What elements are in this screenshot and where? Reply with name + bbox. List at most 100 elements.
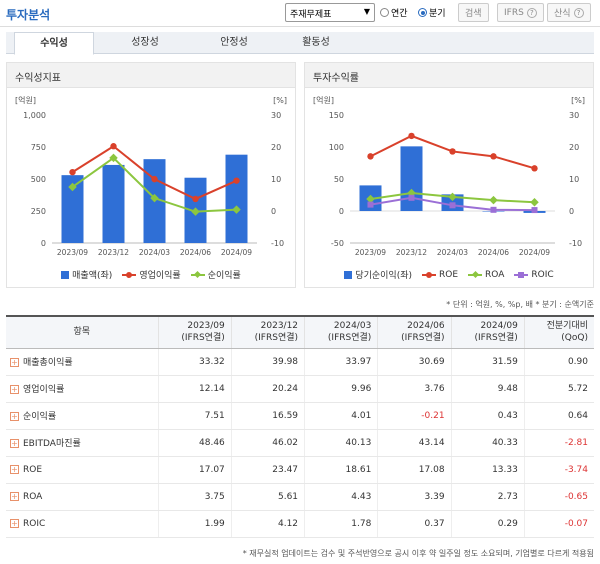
row-label-cell[interactable]: + 순이익률 (6, 402, 158, 430)
x-tick-label: 2024/03 (437, 248, 468, 257)
point (490, 153, 497, 160)
value-cell: 43.14 (377, 429, 452, 457)
table-row: + 영업이익률 12.14 20.24 9.96 3.76 9.48 5.72 (6, 375, 594, 403)
point (233, 177, 240, 184)
axis-unit-left: [억원] (313, 95, 334, 105)
expand-icon[interactable]: + (10, 518, 19, 528)
formula-button-label: 산식 (554, 9, 571, 19)
tab-activity[interactable]: 활동성 (302, 37, 330, 48)
expand-icon[interactable]: + (10, 412, 19, 421)
table-row: + EBITDA마진률 48.46 46.02 40.13 43.14 40.33 -2.81 (6, 429, 594, 457)
qoq-cell: 0.90 (523, 348, 594, 376)
ratio-table: 항목 2023/09 (IFRS연결) 2023/12 (IFRS연결) 2024/… (6, 315, 594, 538)
axis-unit-right: [%] (571, 96, 585, 105)
tab-profitability[interactable]: 수익성 (14, 32, 94, 55)
search-button[interactable]: 검색 (458, 3, 489, 22)
qoq-cell: -3.74 (523, 456, 594, 484)
expand-icon[interactable]: + (10, 464, 19, 474)
statement-select-value: 주재무제표 (290, 10, 332, 20)
point (367, 153, 374, 160)
table-header-row: 항목 2023/09 (IFRS연결) 2023/12 (IFRS연결) 2024/… (6, 315, 594, 349)
point (367, 201, 374, 208)
x-tick-label: 2024/06 (478, 248, 509, 257)
bar (400, 146, 423, 211)
legend-swatch (422, 271, 437, 278)
value-cell: 40.33 (450, 429, 525, 457)
chart-legend: 매출액(좌) 영업이익률 순이익률 (7, 268, 295, 281)
statement-select[interactable]: 주재무제표 ▼ (285, 3, 375, 22)
y-tick-right: -10 (569, 239, 582, 248)
radio-annual[interactable]: 연간 (380, 6, 408, 19)
formula-button[interactable]: 산식 ? (547, 3, 591, 22)
value-cell: 31.59 (450, 348, 525, 376)
x-tick-label: 2024/06 (180, 248, 211, 257)
legend-swatch (190, 270, 205, 279)
value-cell: 17.07 (157, 456, 232, 484)
value-cell: 2.73 (450, 483, 525, 511)
row-label-cell[interactable]: + ROIC (6, 510, 158, 538)
point (449, 202, 456, 209)
value-cell: 5.61 (230, 483, 305, 511)
footer-note: * 재무실적 업데이트는 검수 및 주석반영으로 공시 이후 약 일주일 정도 … (242, 549, 594, 558)
point (408, 194, 415, 201)
tab-stability[interactable]: 안정성 (220, 37, 248, 48)
legend-label: 당기순이익(좌) (355, 271, 413, 281)
value-cell: 30.69 (377, 348, 452, 376)
value-cell: 0.43 (450, 402, 525, 430)
search-button-label: 검색 (465, 9, 482, 19)
legend-swatch (468, 270, 483, 279)
expand-icon[interactable]: + (10, 385, 19, 394)
expand-icon[interactable]: + (10, 439, 19, 448)
y-tick-left: 50 (334, 175, 344, 184)
row-label-cell[interactable]: + 영업이익률 (6, 375, 158, 403)
value-cell: 23.47 (230, 456, 305, 484)
legend-swatch (61, 270, 70, 279)
value-cell: 17.08 (377, 456, 452, 484)
row-label-cell[interactable]: + ROE (6, 456, 158, 484)
panel-title: 수익성지표 (7, 63, 295, 88)
header-period: 2024/03 (IFRS연결) (304, 315, 378, 349)
value-cell: 1.99 (157, 510, 232, 538)
help-icon: ? (526, 7, 537, 18)
y-tick-right: 20 (271, 143, 281, 152)
ifrs-button[interactable]: IFRS ? (497, 3, 544, 22)
value-cell: 20.24 (230, 375, 305, 403)
row-label: EBITDA마진률 (23, 439, 81, 449)
tab-growth[interactable]: 성장성 (131, 37, 159, 48)
table-row: + ROA 3.75 5.61 4.43 3.39 2.73 -0.65 (6, 483, 594, 511)
point (531, 165, 538, 172)
row-label: 순이익률 (23, 412, 57, 422)
row-label: ROA (23, 491, 43, 502)
value-cell: 12.14 (157, 375, 232, 403)
y-tick-right: 10 (569, 175, 579, 184)
row-label-cell[interactable]: + 매출총이익률 (6, 348, 158, 376)
legend-item: 영업이익률 (122, 268, 181, 281)
expand-icon[interactable]: + (10, 358, 19, 367)
value-cell: 39.98 (230, 348, 305, 376)
legend-swatch (344, 270, 353, 279)
x-tick-label: 2023/12 (396, 248, 427, 257)
legend-swatch (514, 271, 529, 278)
qoq-cell: 5.72 (523, 375, 594, 403)
value-cell: 3.39 (377, 483, 452, 511)
radio-quarter[interactable]: 분기 (418, 6, 446, 19)
analysis-tabs: 수익성 성장성 안정성 활동성 (6, 32, 594, 55)
expand-icon[interactable]: + (10, 491, 19, 501)
legend-label: ROA (485, 269, 505, 280)
legend-item: ROE (422, 268, 458, 281)
y-tick-left: 250 (31, 207, 46, 216)
point (531, 207, 538, 214)
radio-quarter-label: 분기 (429, 9, 446, 19)
radio-selected-icon (418, 8, 427, 17)
bar (61, 175, 84, 243)
axis-unit-left: [억원] (15, 95, 36, 105)
legend-item: 당기순이익(좌) (344, 268, 412, 281)
row-label-cell[interactable]: + EBITDA마진률 (6, 429, 158, 457)
value-cell: 40.13 (304, 429, 378, 457)
value-cell: 1.78 (304, 510, 378, 538)
row-label-cell[interactable]: + ROA (6, 483, 158, 511)
y-tick-left: 500 (31, 175, 46, 184)
radio-icon (380, 8, 389, 17)
ifrs-button-label: IFRS (504, 7, 524, 18)
qoq-cell: -0.65 (523, 483, 594, 511)
